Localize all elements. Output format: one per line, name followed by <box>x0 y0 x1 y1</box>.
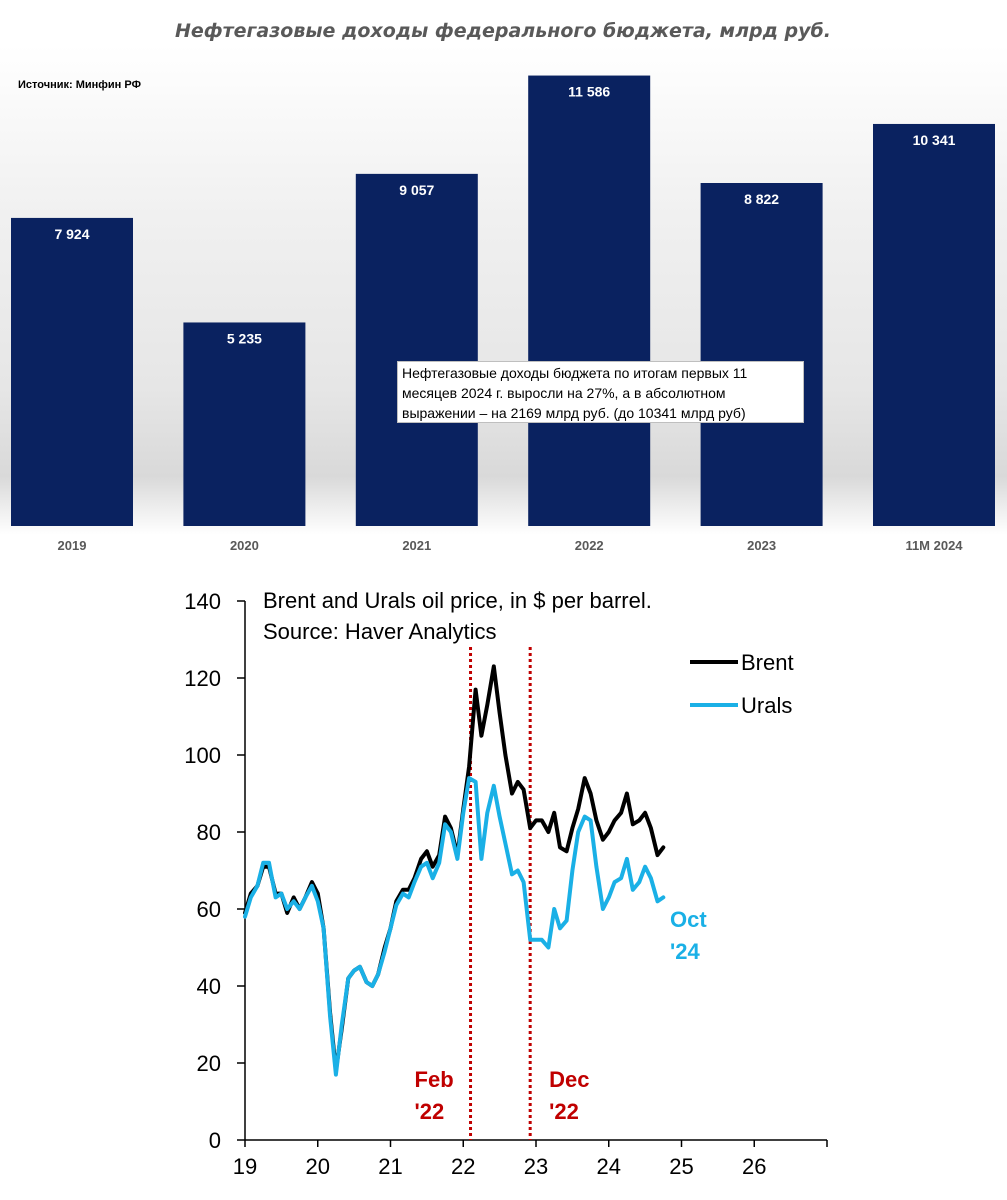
series-line-brent <box>243 664 666 1073</box>
oil-price-line-chart: 0 20 40 60 80 100 120 140 19 20 21 22 23 24 25 26 Feb '2… <box>184 588 828 1179</box>
x-tick-label: 25 <box>669 1154 693 1179</box>
y-tick-label: 140 <box>184 589 221 614</box>
bar-category-label: 11M 2024 <box>905 538 963 553</box>
event-label: Feb <box>415 1067 454 1092</box>
bar-2020 <box>183 322 306 526</box>
x-tick-label: 26 <box>742 1154 766 1179</box>
y-tick-label: 20 <box>197 1051 221 1076</box>
bar-value-label: 7 924 <box>54 226 89 242</box>
bar-11m-2024 <box>873 123 995 527</box>
bar-2023 <box>700 183 823 527</box>
bar-category-label: 2021 <box>402 538 431 553</box>
legend-urals-label: Urals <box>741 693 792 718</box>
x-tick-label: 22 <box>451 1154 475 1179</box>
bar-2019 <box>11 217 133 526</box>
event-label: '22 <box>415 1099 445 1124</box>
x-tick-label: 20 <box>306 1154 330 1179</box>
bar-2021 <box>355 173 478 526</box>
y-tick-label: 0 <box>209 1128 221 1153</box>
event-label: '22 <box>549 1099 579 1124</box>
bar-value-label: 10 341 <box>913 132 956 148</box>
line-chart-title: Brent and Urals oil price, in $ per barr… <box>263 588 652 613</box>
bar-chart-source: Источник: Минфин РФ <box>18 79 141 91</box>
series-line-urals <box>243 776 666 1077</box>
y-tick-label: 120 <box>184 666 221 691</box>
series-layer <box>243 664 666 1077</box>
bar-category-label: 2023 <box>747 538 776 553</box>
bar-chart-background <box>0 45 1007 535</box>
x-tick-label: 21 <box>378 1154 402 1179</box>
bar-category-label: 2019 <box>58 538 87 553</box>
bar-chart-annotation: Нефтегазовые доходы бюджета по итогам пе… <box>397 361 804 423</box>
last-point-label-line2: '24 <box>670 939 700 964</box>
y-tick-label: 100 <box>184 743 221 768</box>
x-tick-label: 19 <box>233 1154 257 1179</box>
last-point-label-line1: Oct <box>670 907 707 932</box>
legend-brent-label: Brent <box>741 650 794 675</box>
axes-layer: 0 20 40 60 80 100 120 140 19 20 21 22 23 24 25 26 <box>184 589 828 1179</box>
legend: Brent Urals <box>690 650 794 718</box>
bar-value-label: 11 586 <box>568 84 610 100</box>
bar-value-label: 9 057 <box>399 182 434 198</box>
revenue-bar-chart: Нефтегазовые доходы федерального бюджета… <box>0 20 1007 553</box>
bars-layer: 7 924 2019 5 235 2020 9 057 2021 11 586 2022 8 8… <box>11 75 995 553</box>
bar-category-label: 2020 <box>230 538 259 553</box>
bar-chart-title: Нефтегазовые доходы федерального бюджета… <box>175 20 831 42</box>
y-tick-label: 60 <box>197 897 221 922</box>
x-tick-label: 23 <box>524 1154 548 1179</box>
line-chart-source: Source: Haver Analytics <box>263 619 497 644</box>
x-tick-label: 24 <box>597 1154 621 1179</box>
events-layer: Feb '22 Dec '22 <box>415 647 590 1140</box>
y-tick-label: 40 <box>197 974 221 999</box>
bar-2022 <box>528 75 651 526</box>
bar-value-label: 8 822 <box>744 191 779 207</box>
bar-value-label: 5 235 <box>227 330 262 346</box>
bar-category-label: 2022 <box>575 538 604 553</box>
y-tick-label: 80 <box>197 820 221 845</box>
event-label: Dec <box>549 1067 589 1092</box>
